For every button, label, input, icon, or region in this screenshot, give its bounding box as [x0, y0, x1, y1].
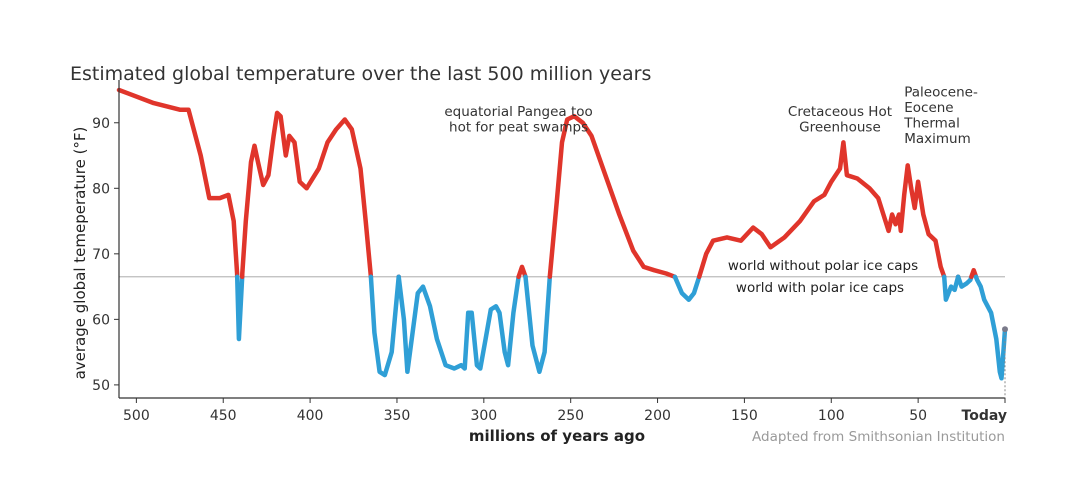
warm-segment-2 — [239, 110, 374, 280]
y-tick-label: 90 — [92, 116, 110, 132]
annotations: equatorial Pangea too hot for peat swamps… — [444, 85, 978, 148]
y-axis-label: average global temeperature (°F) — [71, 127, 89, 380]
x-tick-label: 400 — [297, 408, 324, 424]
cool-segment-11 — [941, 274, 961, 302]
x-tick-label: 350 — [384, 408, 411, 424]
x-axis-label: millions of years ago — [469, 427, 645, 445]
x-tick-label: 450 — [210, 408, 237, 424]
y-tick-label: 70 — [92, 247, 110, 263]
cool-segment-5 — [396, 274, 521, 375]
x-tick-label: 200 — [644, 408, 671, 424]
x-tick-label: 500 — [123, 408, 150, 424]
x-tick-label: 250 — [557, 408, 584, 424]
cool-segment-13 — [955, 274, 974, 289]
source-credit: Adapted from Smithsonian Institution — [752, 429, 1005, 445]
x-tick-label: Today — [962, 408, 1007, 424]
y-tick-label: 80 — [92, 181, 110, 197]
x-tick-label: 100 — [818, 408, 845, 424]
today-marker — [1002, 326, 1008, 333]
threshold-label-above: world without polar ice caps — [728, 258, 918, 274]
y-tick-label: 60 — [92, 312, 110, 328]
cool-segment-1 — [234, 274, 245, 342]
annotation-cretaceous: Cretaceous Hot Greenhouse — [788, 104, 892, 136]
x-tick-label: 50 — [909, 408, 927, 424]
annotation-petm: Paleocene-Eocene Thermal Maximum — [903, 85, 978, 148]
cool-segment-3 — [368, 274, 401, 378]
cool-segment-15 — [973, 274, 1008, 381]
threshold-label-below: world with polar ice caps — [736, 280, 904, 296]
warm-segment-14 — [969, 267, 979, 280]
temperature-line — [116, 87, 1008, 381]
x-tick-label: 150 — [731, 408, 758, 424]
warm-segment-0 — [116, 87, 240, 280]
warm-segment-6 — [516, 264, 528, 280]
x-tick-label: 300 — [470, 408, 497, 424]
cool-segment-9 — [672, 274, 702, 302]
chart-title: Estimated global temperature over the la… — [70, 63, 651, 85]
annotation-pangea: equatorial Pangea too hot for peat swamps — [444, 104, 593, 136]
axes: 50 60 70 80 90 500 450 400 350 300 250 200 150 100 50 T… — [92, 80, 1007, 424]
cool-segment-7 — [523, 274, 553, 375]
warm-segment-8 — [547, 113, 678, 280]
warm-segment-10 — [696, 140, 947, 280]
y-tick-label: 50 — [92, 378, 110, 394]
